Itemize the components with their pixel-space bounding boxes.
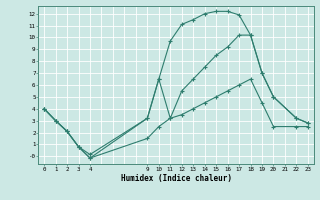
X-axis label: Humidex (Indice chaleur): Humidex (Indice chaleur): [121, 174, 231, 183]
